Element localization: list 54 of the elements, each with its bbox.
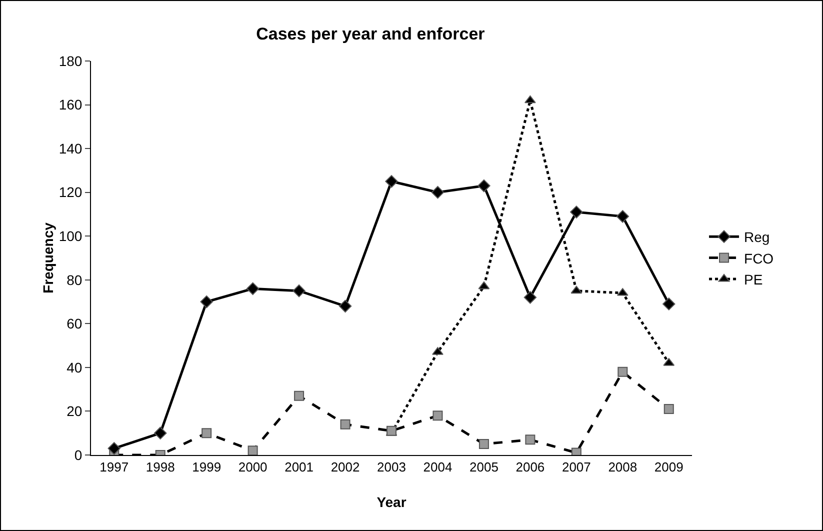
legend-label: Reg [744, 229, 770, 246]
point [338, 300, 352, 313]
point [154, 426, 167, 440]
point [431, 186, 444, 199]
y-tick-label: 80 [66, 272, 82, 288]
point [248, 446, 258, 455]
x-tick-label: 1999 [192, 460, 222, 475]
x-tick-label: 2006 [516, 460, 545, 475]
x-tick-label: 2001 [284, 460, 314, 475]
x-axis-title: Year [376, 494, 407, 510]
x-tick-label: 2007 [562, 460, 591, 475]
x-tick-label: 1997 [100, 460, 129, 475]
y-tick-label: 160 [58, 96, 82, 113]
y-tick-label: 0 [74, 446, 82, 463]
point [340, 419, 350, 430]
legend-label: FCO [744, 250, 774, 266]
point [292, 284, 306, 298]
y-tick-label: 100 [58, 228, 82, 244]
x-tick-label: 1998 [146, 460, 175, 475]
point [200, 295, 213, 308]
point [570, 206, 583, 218]
point [478, 179, 490, 192]
point [524, 291, 537, 304]
x-tick-label: 2002 [330, 460, 360, 475]
y-tick-label: 40 [66, 359, 82, 376]
y-tick-label: 180 [58, 52, 82, 69]
point [246, 282, 260, 295]
y-tick-label: 20 [66, 403, 82, 420]
point [432, 410, 443, 421]
x-tick-label: 2009 [654, 460, 684, 475]
point [524, 95, 536, 104]
y-tick-label: 120 [58, 184, 82, 200]
point [616, 210, 629, 223]
y-tick-label: 140 [58, 140, 82, 156]
point [570, 286, 582, 294]
point [618, 366, 628, 377]
point [294, 390, 304, 401]
point [662, 298, 676, 310]
y-axis-title: Frequency [40, 222, 56, 294]
point [108, 442, 120, 455]
y-tick-label: 60 [66, 316, 82, 332]
point [385, 175, 398, 188]
x-tick-label: 2000 [238, 460, 268, 475]
point [478, 281, 490, 290]
x-tick-label: 2008 [608, 460, 638, 475]
x-tick-label: 2003 [377, 460, 406, 475]
legend-label: PE [744, 271, 763, 288]
point [664, 404, 674, 414]
point [525, 434, 536, 445]
chart-title: Cases per year and enforcer [256, 24, 486, 44]
point [478, 439, 489, 450]
x-tick-label: 2005 [470, 460, 498, 475]
x-tick-label: 2004 [423, 460, 452, 475]
point [202, 428, 212, 438]
